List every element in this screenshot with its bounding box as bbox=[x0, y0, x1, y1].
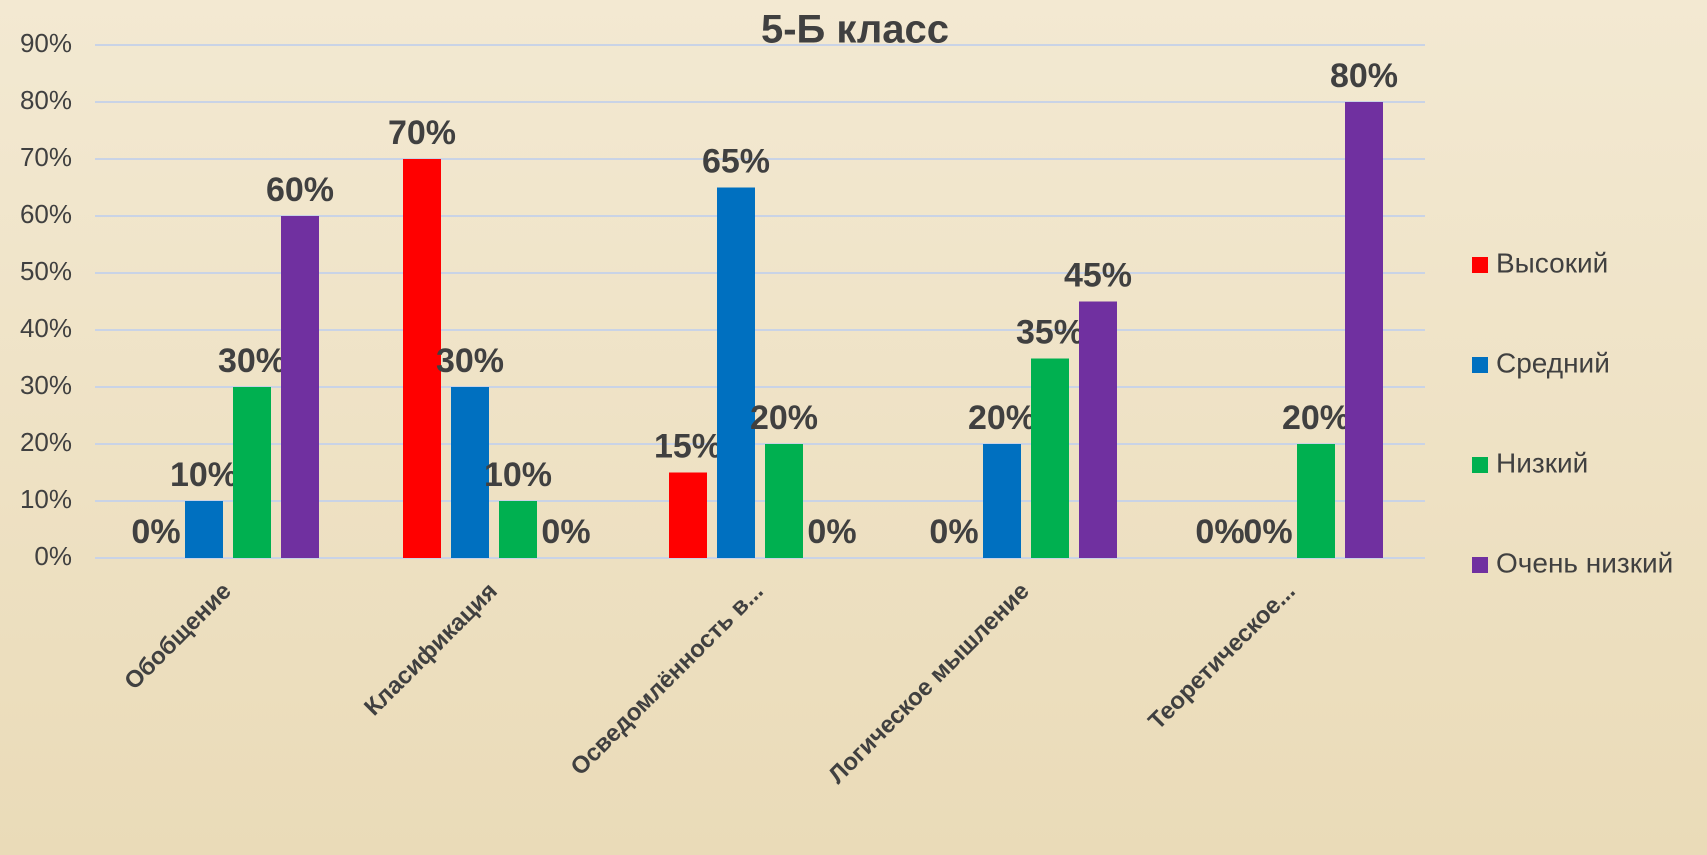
value-label: 0% bbox=[131, 513, 180, 551]
bar bbox=[983, 444, 1021, 558]
value-label: 45% bbox=[1064, 256, 1132, 294]
y-tick-label: 20% bbox=[20, 427, 72, 457]
value-label: 15% bbox=[654, 427, 722, 465]
value-label: 0% bbox=[929, 513, 978, 551]
value-label: 20% bbox=[1282, 399, 1350, 437]
value-label: 35% bbox=[1016, 313, 1084, 351]
legend-label: Высокий bbox=[1496, 247, 1608, 278]
value-label: 0% bbox=[807, 513, 856, 551]
legend-swatch bbox=[1472, 457, 1488, 473]
bar bbox=[1079, 301, 1117, 558]
value-label: 0% bbox=[541, 513, 590, 551]
legend-label: Очень низкий bbox=[1496, 547, 1673, 578]
value-label: 65% bbox=[702, 142, 770, 180]
bar bbox=[1297, 444, 1335, 558]
bar bbox=[403, 159, 441, 558]
value-label: 80% bbox=[1330, 57, 1398, 95]
value-label: 30% bbox=[436, 342, 504, 380]
legend-label: Низкий bbox=[1496, 447, 1588, 478]
value-label: 0% bbox=[1195, 513, 1244, 551]
y-tick-label: 0% bbox=[34, 541, 72, 571]
value-label: 10% bbox=[484, 456, 552, 494]
value-label: 10% bbox=[170, 456, 238, 494]
bar bbox=[765, 444, 803, 558]
x-tick-label: Обобщение bbox=[119, 578, 237, 696]
y-tick-label: 60% bbox=[20, 199, 72, 229]
y-tick-label: 70% bbox=[20, 142, 72, 172]
y-tick-label: 50% bbox=[20, 256, 72, 286]
x-tick-label: Осведомлённость в... bbox=[566, 578, 769, 781]
y-tick-label: 10% bbox=[20, 484, 72, 514]
y-tick-label: 40% bbox=[20, 313, 72, 343]
value-label: 70% bbox=[388, 114, 456, 152]
bar bbox=[185, 501, 223, 558]
value-label: 30% bbox=[218, 342, 286, 380]
bar bbox=[499, 501, 537, 558]
y-tick-label: 90% bbox=[20, 28, 72, 58]
legend-swatch bbox=[1472, 357, 1488, 373]
y-tick-label: 80% bbox=[20, 85, 72, 115]
bar bbox=[451, 387, 489, 558]
bar bbox=[233, 387, 271, 558]
value-label: 20% bbox=[750, 399, 818, 437]
bar bbox=[281, 216, 319, 558]
y-tick-label: 30% bbox=[20, 370, 72, 400]
x-tick-label: Логическое мышление bbox=[823, 578, 1034, 789]
legend-swatch bbox=[1472, 257, 1488, 273]
legend-label: Средний bbox=[1496, 347, 1610, 378]
bar bbox=[1345, 102, 1383, 558]
legend-swatch bbox=[1472, 557, 1488, 573]
bar bbox=[669, 472, 707, 558]
value-label: 60% bbox=[266, 171, 334, 209]
value-label: 0% bbox=[1243, 513, 1292, 551]
x-tick-label: Класификация bbox=[359, 578, 503, 722]
x-tick-label: Теоретическое... bbox=[1143, 578, 1300, 735]
value-label: 20% bbox=[968, 399, 1036, 437]
bar bbox=[1031, 358, 1069, 558]
bar bbox=[717, 187, 755, 558]
